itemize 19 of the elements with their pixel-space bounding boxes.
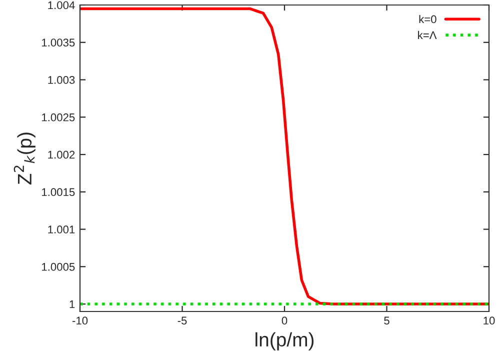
y-tick-label: 1.002 bbox=[48, 150, 75, 159]
x-tick-label: -10 bbox=[72, 316, 88, 325]
y-tick-label: 1.0025 bbox=[42, 113, 75, 122]
y-tick-label: 1.0015 bbox=[42, 188, 75, 196]
line-series bbox=[80, 7, 489, 306]
x-axis-title: ln(p/m) bbox=[256, 332, 314, 350]
y-tick-label: 1.0035 bbox=[42, 38, 75, 47]
y-tick-label: 1.003 bbox=[48, 76, 75, 84]
y-tick-label: 1.001 bbox=[48, 226, 75, 234]
y-tick-label: 1.004 bbox=[48, 1, 75, 10]
y-tick-label: 1 bbox=[70, 300, 75, 308]
x-tick-label: 10 bbox=[484, 316, 495, 325]
x-tick-label: -5 bbox=[178, 316, 187, 325]
y-axis-title: Z$^{2}$$_{k}$(p) bbox=[14, 132, 36, 184]
legend-label: k=0 bbox=[419, 15, 436, 24]
legend-label: k=Λ bbox=[418, 30, 437, 39]
x-tick-label: 0 bbox=[282, 316, 288, 325]
x-tick-label: 5 bbox=[384, 316, 390, 325]
y-tick-label: 1.0005 bbox=[42, 262, 75, 271]
